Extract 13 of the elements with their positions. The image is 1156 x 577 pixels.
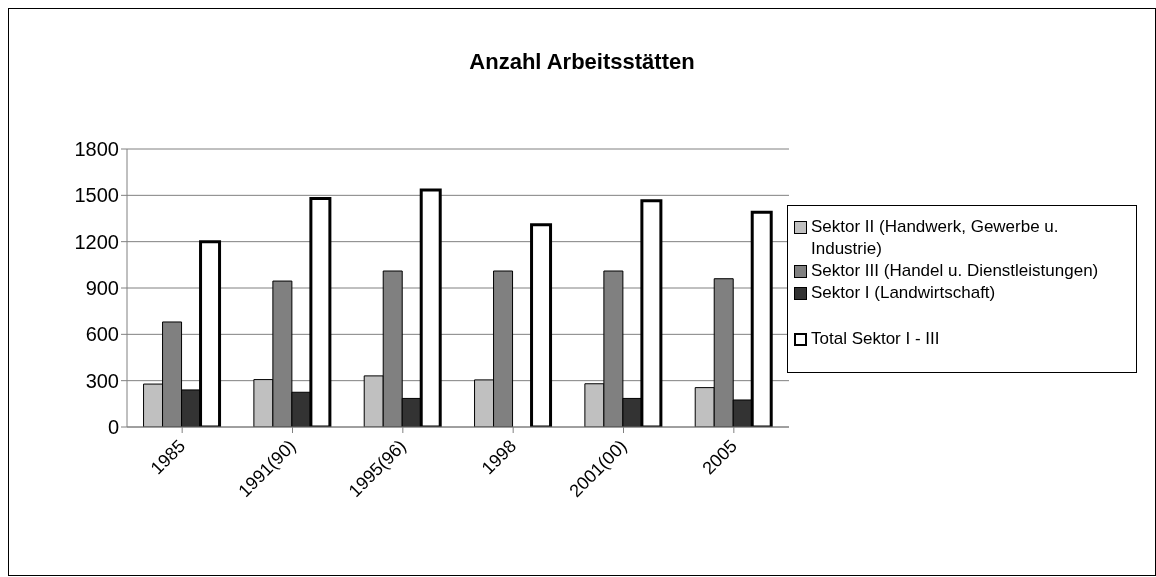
y-tick-label: 300 — [85, 369, 119, 392]
bar — [530, 223, 553, 427]
y-tick-label: 1800 — [74, 138, 119, 161]
y-tick-label: 900 — [85, 277, 119, 300]
y-tick-label: 1500 — [74, 184, 119, 207]
y-tick-label: 600 — [85, 323, 119, 346]
legend-label: Sektor II (Handwerk, Gewerbe u. Industrie) — [811, 216, 1060, 260]
y-tick-label: 0 — [107, 416, 119, 439]
chart-title: Anzahl Arbeitsstätten — [468, 49, 696, 75]
legend-label: Sektor III (Handel u. Dienstleistungen) — [811, 260, 1099, 282]
legend-label: Total Sektor I - III — [811, 328, 940, 350]
y-tick-label: 1200 — [74, 230, 119, 253]
legend-label: Sektor I (Landwirtschaft) — [811, 282, 996, 304]
